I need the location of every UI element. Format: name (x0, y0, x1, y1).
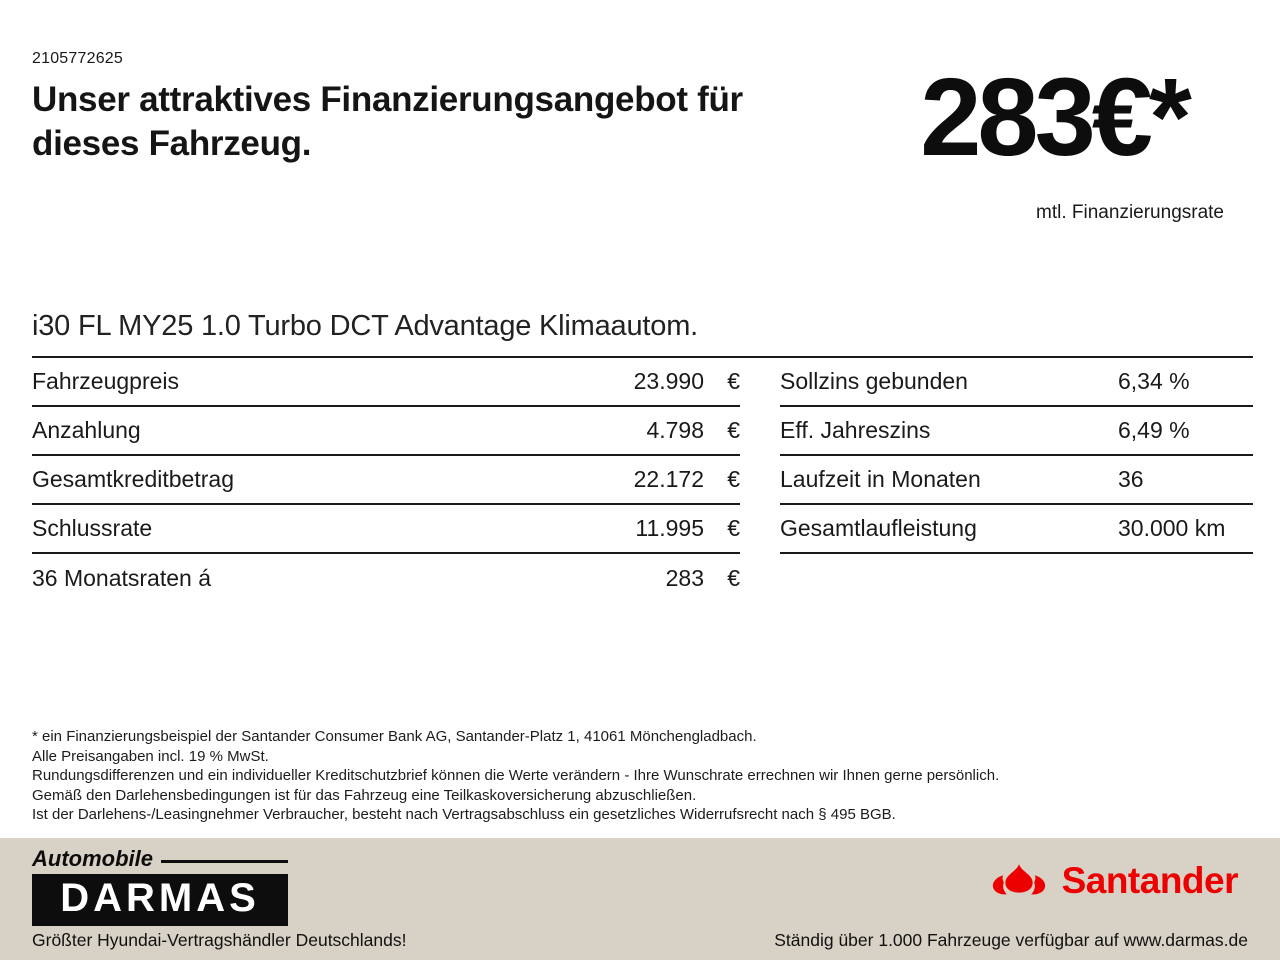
logo-rule-line (161, 859, 288, 863)
disclaimer-line: Gemäß den Darlehensbedingungen ist für d… (32, 786, 697, 804)
row-value: 11.995 (635, 515, 704, 541)
row-label: Gesamtlaufleistung (780, 515, 977, 541)
row-label: 36 Monatsraten á (32, 565, 212, 591)
santander-flame-icon (992, 864, 1045, 895)
table-row: 36 Monatsraten á 283 € (32, 554, 740, 603)
vehicle-id: 2105772625 (32, 50, 123, 67)
row-label: Gesamtkreditbetrag (32, 466, 234, 492)
finance-table-right-column: Sollzins gebunden 6,34 % Eff. Jahreszins… (780, 358, 1253, 603)
monthly-rate-price: 283€* (920, 56, 1192, 179)
row-value: 23.990 (633, 368, 704, 394)
row-value: 6,34 % (1118, 368, 1190, 394)
row-label: Schlussrate (32, 515, 153, 541)
finance-table: Fahrzeugpreis 23.990 € Anzahlung 4.798 €… (32, 358, 1253, 603)
row-label: Anzahlung (32, 417, 141, 443)
row-label: Sollzins gebunden (780, 368, 968, 394)
row-value: 4.798 (646, 417, 704, 443)
row-label: Eff. Jahreszins (780, 417, 931, 443)
availability-tagline: Ständig über 1.000 Fahrzeuge verfügbar a… (774, 930, 1248, 950)
price-box: 283€* mtl. Finanzierungsrate (828, 48, 1280, 248)
darmas-logo-name: DARMAS (32, 874, 288, 926)
finance-table-left-column: Fahrzeugpreis 23.990 € Anzahlung 4.798 €… (32, 358, 740, 603)
row-value: 283 (665, 565, 704, 591)
row-unit: € (727, 466, 740, 492)
disclaimer-line: * ein Finanzierungsbeispiel der Santande… (32, 728, 757, 745)
table-row: Gesamtlaufleistung 30.000 km (780, 505, 1253, 554)
row-unit: € (727, 368, 740, 394)
row-unit: € (727, 565, 740, 591)
disclaimer-line: Rundungsdifferenzen und ein individuelle… (32, 767, 1000, 784)
disclaimer-text: * ein Finanzierungsbeispiel der Santande… (32, 727, 1132, 825)
santander-wordmark: Santander (1061, 860, 1239, 901)
row-value: 6,49 % (1118, 417, 1190, 443)
table-row: Laufzeit in Monaten 36 (780, 456, 1253, 505)
darmas-logo: Automobile DARMAS (32, 846, 288, 926)
row-unit: € (727, 515, 740, 541)
row-value: 36 (1118, 466, 1144, 492)
table-row: Eff. Jahreszins 6,49 % (780, 407, 1253, 456)
monthly-rate-label: mtl. Finanzierungsrate (1036, 202, 1224, 223)
table-row: Sollzins gebunden 6,34 % (780, 358, 1253, 407)
page-title: Unser attraktives Finanzierungsangebot f… (32, 80, 743, 163)
santander-logo: Santander (990, 860, 1239, 902)
table-row: Schlussrate 11.995 € (32, 505, 740, 554)
darmas-logo-automobile-label: Automobile (32, 846, 153, 871)
finance-details-section: i30 FL MY25 1.0 Turbo DCT Advantage Klim… (32, 310, 1253, 603)
darmas-logo-top: Automobile (32, 846, 288, 872)
table-row: Anzahlung 4.798 € (32, 407, 740, 456)
row-value: 30.000 km (1118, 515, 1226, 541)
footer-bar: Automobile DARMAS Größter Hyundai-Vertra… (0, 838, 1280, 960)
disclaimer-line: Alle Preisangaben incl. 19 % MwSt. (32, 747, 269, 765)
row-unit: € (727, 417, 740, 443)
row-label: Laufzeit in Monaten (780, 466, 981, 492)
dealer-tagline: Größter Hyundai-Vertragshändler Deutschl… (32, 930, 407, 950)
table-row: Fahrzeugpreis 23.990 € (32, 358, 740, 407)
vehicle-title: i30 FL MY25 1.0 Turbo DCT Advantage Klim… (32, 310, 1253, 358)
row-label: Fahrzeugpreis (32, 368, 180, 394)
row-value: 22.172 (633, 466, 704, 492)
table-row: Gesamtkreditbetrag 22.172 € (32, 456, 740, 505)
disclaimer-line: Ist der Darlehens-/Leasingnehmer Verbrau… (32, 806, 896, 823)
